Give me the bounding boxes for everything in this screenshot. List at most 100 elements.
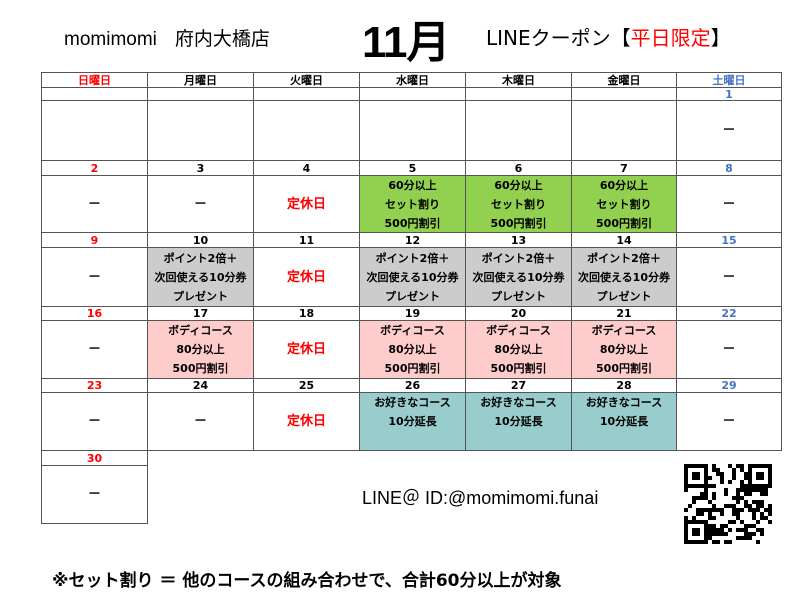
day-content-cell: ボディコース 80分以上 500円割引 (465, 320, 572, 379)
date-cell (253, 87, 360, 101)
promo-line: － (87, 487, 101, 502)
day-content-cell: 定休日 (253, 320, 360, 379)
promo-line: 60分以上 (599, 178, 649, 192)
day-content-cell (465, 100, 572, 161)
shop-name: momimomi 府内大橋店 (64, 24, 270, 51)
date-cell (465, 87, 572, 101)
day-content-cell (41, 100, 148, 161)
day-content-cell: お好きなコース 10分延長 (571, 392, 677, 451)
promo-line: － (722, 269, 736, 285)
coupon-highlight: 平日限定 (630, 26, 711, 50)
date-cell: 4 (253, 160, 360, 176)
line-id: LINE＠ ID:@momimomi.funai (362, 488, 599, 508)
promo-line: － (193, 196, 207, 212)
date-number: 11 (298, 233, 315, 247)
day-content-cell: ボディコース 80分以上 500円割引 (147, 320, 254, 379)
date-cell: 13 (465, 232, 572, 248)
day-content-cell: － (676, 175, 782, 233)
date-cell (147, 87, 254, 101)
day-content-cell: お好きなコース 10分延長 (465, 392, 572, 451)
promo-line: 60分以上 (494, 178, 543, 192)
promo-line: セット割り (596, 197, 652, 211)
date-cell: 12 (359, 232, 466, 248)
date-number: 13 (510, 233, 527, 247)
day-content-cell: － (41, 320, 148, 379)
date-number: 24 (192, 379, 209, 392)
month-title: 11月 (362, 18, 451, 67)
weekday-label: 月曜日 (184, 73, 217, 87)
date-cell: 16 (41, 306, 148, 321)
promo-line: 10分延長 (494, 415, 543, 428)
date-number: 12 (404, 233, 421, 247)
date-cell: 30 (41, 450, 148, 466)
date-cell: 22 (676, 306, 782, 321)
date-number: 8 (725, 161, 733, 175)
day-content-cell: ポイント2倍＋ 次回使える10分券 プレゼント (465, 247, 572, 307)
weekday-header: 水曜日 (359, 72, 466, 88)
date-cell: 11 (253, 232, 360, 248)
promo-line: ボディコース (380, 324, 445, 337)
day-content-cell: 定休日 (253, 175, 360, 233)
date-number: 27 (510, 379, 527, 392)
date-cell: 25 (253, 378, 360, 393)
weekday-label: 日曜日 (78, 73, 111, 87)
date-number: 23 (86, 379, 103, 392)
date-number: 28 (616, 379, 632, 392)
coupon-prefix: LINEクーポン【 (486, 26, 631, 50)
promo-line: 次回使える10分券 (472, 270, 565, 284)
date-number: 10 (192, 233, 209, 247)
day-content-cell: ボディコース 80分以上 500円割引 (571, 320, 677, 379)
weekday-header: 金曜日 (571, 72, 677, 88)
promo-line: 500円割引 (490, 216, 547, 230)
date-cell: 17 (147, 306, 254, 321)
date-number: 18 (298, 307, 315, 320)
date-cell: 23 (41, 378, 148, 393)
day-content-cell (253, 100, 360, 161)
date-cell: 6 (465, 160, 572, 176)
date-cell: 27 (465, 378, 572, 393)
day-content-cell (571, 100, 677, 161)
date-cell: 5 (359, 160, 466, 176)
promo-line: お好きなコース (585, 396, 663, 409)
promo-line: － (87, 196, 101, 212)
promo-line: 80分以上 (176, 343, 225, 356)
promo-line: ポイント2倍＋ (375, 251, 450, 265)
closed-day-label: 定休日 (286, 414, 326, 429)
date-number: 20 (510, 307, 527, 320)
day-content-cell: ポイント2倍＋ 次回使える10分券 プレゼント (147, 247, 254, 307)
date-cell: 10 (147, 232, 254, 248)
weekday-label: 金曜日 (607, 73, 641, 87)
date-number: 26 (404, 379, 421, 392)
day-content-cell: － (41, 247, 148, 307)
day-content-cell: － (41, 465, 148, 524)
weekday-header: 木曜日 (465, 72, 572, 88)
weekday-label: 火曜日 (290, 73, 323, 87)
date-cell (41, 87, 148, 101)
date-cell: 14 (571, 232, 677, 248)
day-content-cell: － (676, 247, 782, 307)
promo-line: － (193, 414, 207, 429)
day-content-cell: ボディコース 80分以上 500円割引 (359, 320, 466, 379)
promo-line: 10分延長 (599, 415, 649, 428)
weekday-header: 月曜日 (147, 72, 254, 88)
day-content-cell: 定休日 (253, 392, 360, 451)
calendar-grid: 日曜日 月曜日 火曜日 水曜日 木曜日 金曜日 土曜日 1 － 2 3 4 5 6 7 8 －－定休日 60分以上… (41, 72, 782, 524)
qr-code-icon (684, 464, 772, 544)
promo-line: ポイント2倍＋ (163, 251, 238, 265)
weekday-header: 日曜日 (41, 72, 148, 88)
promo-line: 10分延長 (388, 415, 437, 428)
date-number: 2 (90, 161, 99, 175)
promo-line: － (87, 269, 101, 285)
day-content-cell (147, 100, 254, 161)
promo-line: － (722, 414, 736, 429)
date-number: 30 (86, 451, 103, 465)
day-content-cell: － (676, 392, 782, 451)
date-number: 22 (721, 307, 737, 320)
date-cell (571, 87, 677, 101)
date-number: 15 (721, 233, 737, 247)
promo-line: 500円割引 (172, 362, 229, 375)
promo-line: 80分以上 (599, 343, 649, 356)
promo-line: － (722, 342, 736, 357)
promo-line: ポイント2倍＋ (481, 251, 556, 265)
promo-line: 80分以上 (494, 343, 543, 356)
